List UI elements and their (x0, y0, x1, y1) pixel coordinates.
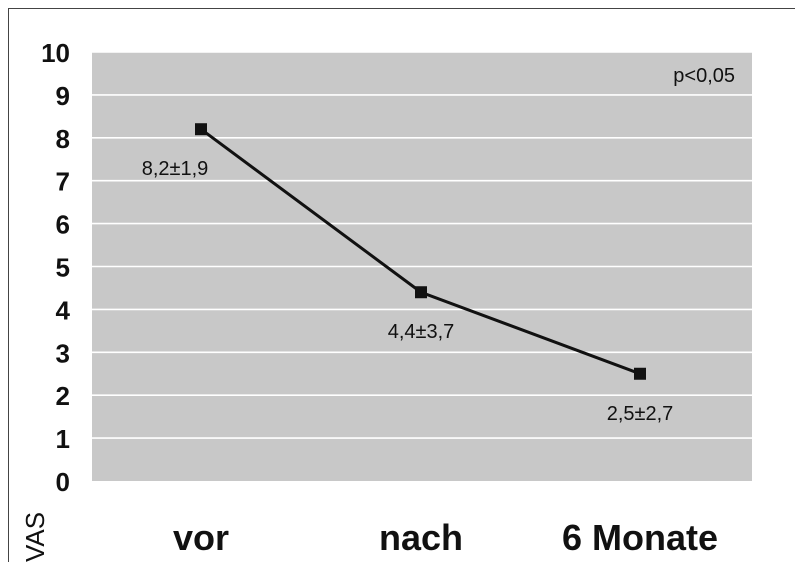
x-tick-label: nach (379, 517, 463, 558)
x-tick-label: 6 Monate (562, 517, 718, 558)
y-tick-label: 1 (56, 424, 70, 454)
y-tick-label: 4 (56, 295, 71, 325)
y-tick-label: 0 (56, 467, 70, 497)
data-label: 8,2±1,9 (142, 158, 209, 180)
y-tick-label: 6 (56, 210, 70, 240)
y-tick-label: 5 (56, 253, 70, 283)
x-axis-ticks: vor nach 6 Monate (173, 517, 718, 558)
data-point (634, 367, 646, 380)
data-point (195, 123, 207, 136)
x-tick-label: vor (173, 517, 229, 558)
chart-frame (8, 8, 795, 562)
series-group (195, 123, 646, 380)
data-label: 4,4±3,7 (388, 321, 455, 343)
grid-lines (92, 51, 752, 439)
y-axis-label: VAS (20, 512, 50, 562)
y-tick-label: 3 (56, 338, 70, 368)
y-tick-label: 2 (56, 381, 70, 411)
data-labels: 8,2±1,9 4,4±3,7 2,5±2,7 (142, 158, 674, 425)
data-point (415, 286, 427, 299)
y-tick-label: 8 (56, 124, 70, 154)
y-tick-label: 7 (56, 167, 70, 197)
data-label: 2,5±2,7 (607, 403, 674, 425)
y-tick-label: 9 (56, 81, 70, 111)
y-tick-label: 10 (41, 38, 70, 68)
significance-annotation: p<0,05 (673, 65, 735, 87)
y-axis-ticks: 0 1 2 3 4 5 6 7 8 9 10 (41, 38, 70, 497)
